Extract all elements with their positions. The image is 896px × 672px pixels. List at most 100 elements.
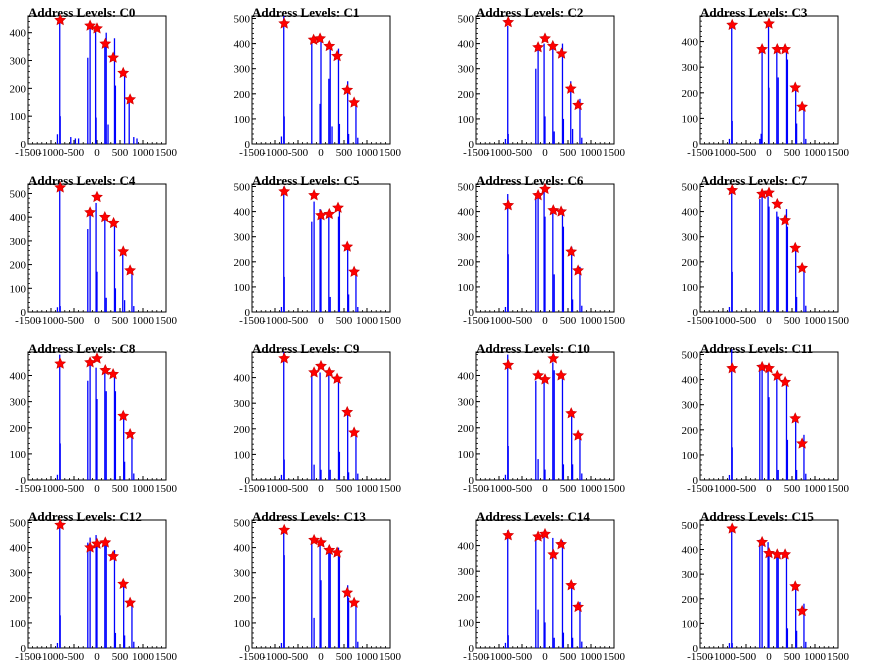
y-tick-label: 200 (234, 424, 251, 436)
chart-panel: Address Levels: C10 0 100 200 300 400 -1500 -10… (448, 336, 672, 504)
peak-marker (779, 43, 792, 55)
x-tick-label: 0 (766, 651, 772, 663)
peak-marker (726, 18, 739, 31)
x-tick-label: 500 (560, 651, 577, 663)
plot-frame (27, 15, 167, 145)
chart-plot: 0 100 200 300 400 -1500-1000 -500 0 500 1000 1500 (458, 519, 626, 663)
x-tick-label: 500 (560, 147, 577, 159)
peak-marker (756, 535, 769, 548)
peak-marker (572, 429, 585, 441)
y-tick-label: 400 (10, 212, 27, 224)
y-tick-label: 500 (458, 182, 475, 194)
x-tick-label: -500 (512, 315, 533, 327)
x-tick-label: 1000 (804, 483, 827, 495)
x-tick-label: 1500 (827, 315, 850, 327)
chart-plot: 0 100 200 300 400 -1500-1000 -500 0 500 1000 1500 (682, 15, 850, 159)
x-tick-label: 1000 (356, 147, 379, 159)
peak-marker (789, 81, 802, 93)
x-tick-label: -1500 (15, 651, 41, 663)
peak-marker (502, 16, 515, 28)
peak-marker (572, 600, 585, 613)
y-tick-label: 200 (682, 594, 699, 606)
x-tick-label: -1000 (38, 483, 64, 495)
y-tick-label: 500 (682, 520, 699, 532)
x-tick-label: -1500 (463, 483, 489, 495)
y-tick-label: 200 (458, 592, 475, 604)
peak-marker (763, 17, 775, 29)
x-tick-label: -1000 (38, 147, 64, 159)
x-tick-label: -1000 (710, 651, 736, 663)
y-tick-label: 500 (10, 518, 27, 530)
y-tick-label: 100 (458, 114, 475, 126)
y-tick-label: 500 (234, 14, 251, 26)
peak-marker (796, 261, 809, 274)
peak-marker (547, 548, 560, 560)
y-tick-label: 300 (682, 569, 699, 581)
x-tick-label: 1000 (132, 483, 155, 495)
y-tick-label: 400 (10, 28, 27, 40)
peak-marker (555, 47, 568, 59)
x-tick-label: 1500 (603, 147, 626, 159)
x-tick-label: -1500 (463, 315, 489, 327)
peak-marker (763, 362, 775, 374)
x-tick-label: 0 (542, 483, 548, 495)
x-tick-label: -1000 (38, 315, 64, 327)
chart-plot: 0 100 200 300 400 -1500-1000 -500 0 500 1000 1500 (458, 351, 626, 495)
peak-marker (54, 13, 67, 26)
peak-marker (726, 184, 739, 196)
x-tick-label: 0 (94, 315, 100, 327)
x-tick-label: -500 (512, 651, 533, 663)
y-tick-label: 200 (458, 423, 475, 435)
peak-marker (308, 189, 321, 201)
x-tick-label: 1500 (603, 483, 626, 495)
peak-marker (789, 412, 802, 424)
y-tick-label: 100 (458, 449, 475, 461)
y-tick-label: 400 (458, 541, 475, 553)
x-tick-label: -1000 (262, 483, 288, 495)
x-tick-label: 500 (112, 651, 129, 663)
peak-marker (771, 197, 784, 210)
x-tick-label: 1500 (379, 147, 402, 159)
y-tick-label: 400 (234, 373, 251, 385)
peak-marker (315, 536, 327, 548)
x-tick-label: 1000 (804, 147, 827, 159)
y-tick-label: 0 (21, 139, 27, 151)
y-tick-label: 100 (682, 618, 699, 630)
x-tick-label: -1000 (262, 651, 288, 663)
peak-marker (572, 98, 585, 111)
peak-marker (539, 32, 551, 44)
peak-marker (341, 83, 354, 96)
peak-marker (107, 550, 120, 562)
y-tick-label: 300 (10, 56, 27, 68)
x-tick-label: 0 (542, 651, 548, 663)
peak-marker (54, 357, 67, 369)
x-tick-label: -1000 (486, 651, 512, 663)
y-tick-label: 400 (234, 39, 251, 51)
chart-panel: Address Levels: C14 0 100 200 300 400 -1500 -10… (448, 504, 672, 672)
peak-marker (117, 245, 130, 257)
chart-panel: Address Levels: C8 0 100 200 300 400 -1500 -100… (0, 336, 224, 504)
peak-marker (796, 100, 809, 112)
x-tick-label: 1500 (379, 651, 402, 663)
x-tick-label: -500 (64, 147, 85, 159)
x-tick-label: -1500 (463, 147, 489, 159)
peak-marker (779, 375, 792, 388)
plot-frame (475, 351, 615, 481)
x-tick-label: 0 (318, 651, 324, 663)
x-tick-label: -1500 (239, 651, 265, 663)
y-tick-label: 100 (10, 283, 27, 295)
y-tick-label: 200 (234, 593, 251, 605)
x-tick-label: 1500 (827, 147, 850, 159)
y-tick-label: 300 (682, 62, 699, 74)
peak-marker (539, 373, 551, 385)
y-tick-label: 400 (10, 543, 27, 555)
x-tick-label: 1500 (155, 483, 178, 495)
x-tick-label: 500 (336, 483, 353, 495)
y-tick-label: 400 (234, 207, 251, 219)
x-tick-label: 500 (560, 483, 577, 495)
